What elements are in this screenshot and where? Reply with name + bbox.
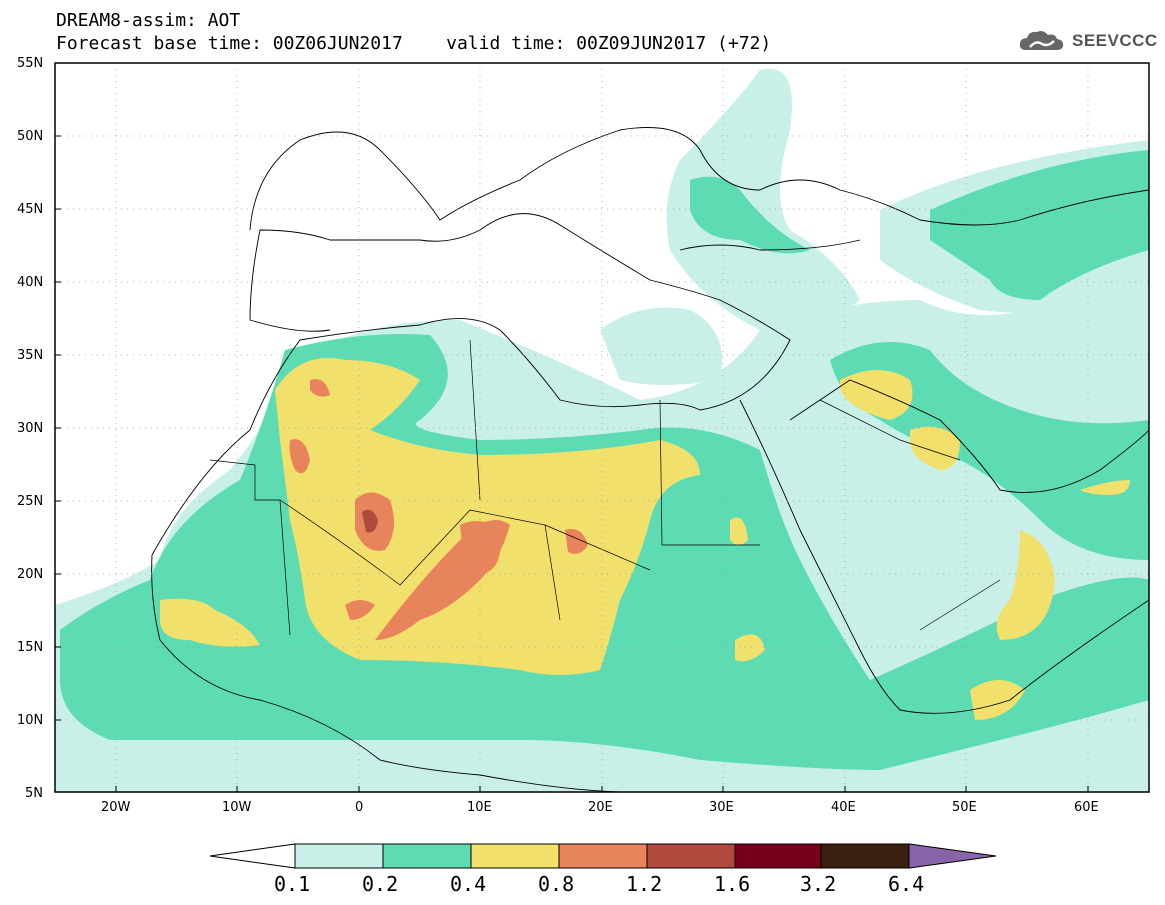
cloud-icon	[1019, 31, 1064, 50]
lon-label-10e: 10E	[467, 800, 492, 815]
colorbar-label-0.4: 0.4	[450, 872, 487, 896]
lat-label-40n: 40N	[17, 275, 44, 290]
lat-label-35n: 35N	[17, 348, 44, 363]
lat-label-30n: 30N	[17, 421, 44, 436]
colorbar-swatch-3	[558, 843, 648, 869]
lat-label-15n: 15N	[17, 640, 44, 655]
aot-field	[55, 68, 1149, 792]
lat-label-45n: 45N	[17, 202, 44, 217]
colorbar	[209, 843, 997, 869]
lon-label-60e: 60E	[1074, 800, 1099, 815]
colorbar-swatch-0	[294, 843, 384, 869]
country-borders	[209, 339, 1001, 636]
colorbar-low-triangle	[209, 843, 296, 869]
lon-label-10w: 10W	[222, 800, 252, 815]
colorbar-swatch-1	[382, 843, 472, 869]
lat-label-55n: 55N	[17, 56, 44, 71]
colorbar-label-0.8: 0.8	[538, 872, 575, 896]
lon-label-20e: 20E	[588, 800, 613, 815]
aot-band-1.2	[362, 509, 378, 533]
colorbar-label-0.1: 0.1	[274, 872, 311, 896]
aot-band-0.8	[289, 379, 588, 640]
colorbar-swatch-6	[820, 843, 910, 869]
colorbar-label-6.4: 6.4	[888, 872, 925, 896]
seevccc-logo: SEEVCCC	[1018, 28, 1158, 54]
title-line-1: DREAM8-assim: AOT	[56, 10, 241, 31]
colorbar-swatch-2	[470, 843, 560, 869]
colorbar-swatch-4	[646, 843, 736, 869]
aot-band-0.4	[160, 358, 1130, 720]
logo-text: SEEVCCC	[1072, 31, 1158, 50]
lon-label-40e: 40E	[831, 800, 856, 815]
lat-label-10n: 10N	[17, 713, 44, 728]
lat-label-20n: 20N	[17, 567, 44, 582]
title-line-2: Forecast base time: 00Z06JUN2017 valid t…	[56, 33, 772, 54]
lat-label-25n: 25N	[17, 494, 44, 509]
coastlines	[151, 127, 1149, 792]
gridlines	[55, 63, 1149, 792]
lat-label-5n: 5N	[25, 786, 43, 801]
colorbar-label-1.2: 1.2	[626, 872, 663, 896]
colorbar-swatch-5	[734, 843, 822, 869]
lon-label-20w: 20W	[101, 800, 131, 815]
colorbar-label-1.6: 1.6	[714, 872, 751, 896]
axis-ticks	[55, 62, 1089, 792]
colorbar-high-triangle	[908, 843, 997, 869]
colorbar-label-3.2: 3.2	[800, 872, 837, 896]
colorbar-label-0.2: 0.2	[362, 872, 399, 896]
lon-label-50e: 50E	[952, 800, 977, 815]
lon-label-0: 0	[355, 800, 364, 815]
lat-label-50n: 50N	[17, 129, 44, 144]
lon-label-30e: 30E	[709, 800, 734, 815]
